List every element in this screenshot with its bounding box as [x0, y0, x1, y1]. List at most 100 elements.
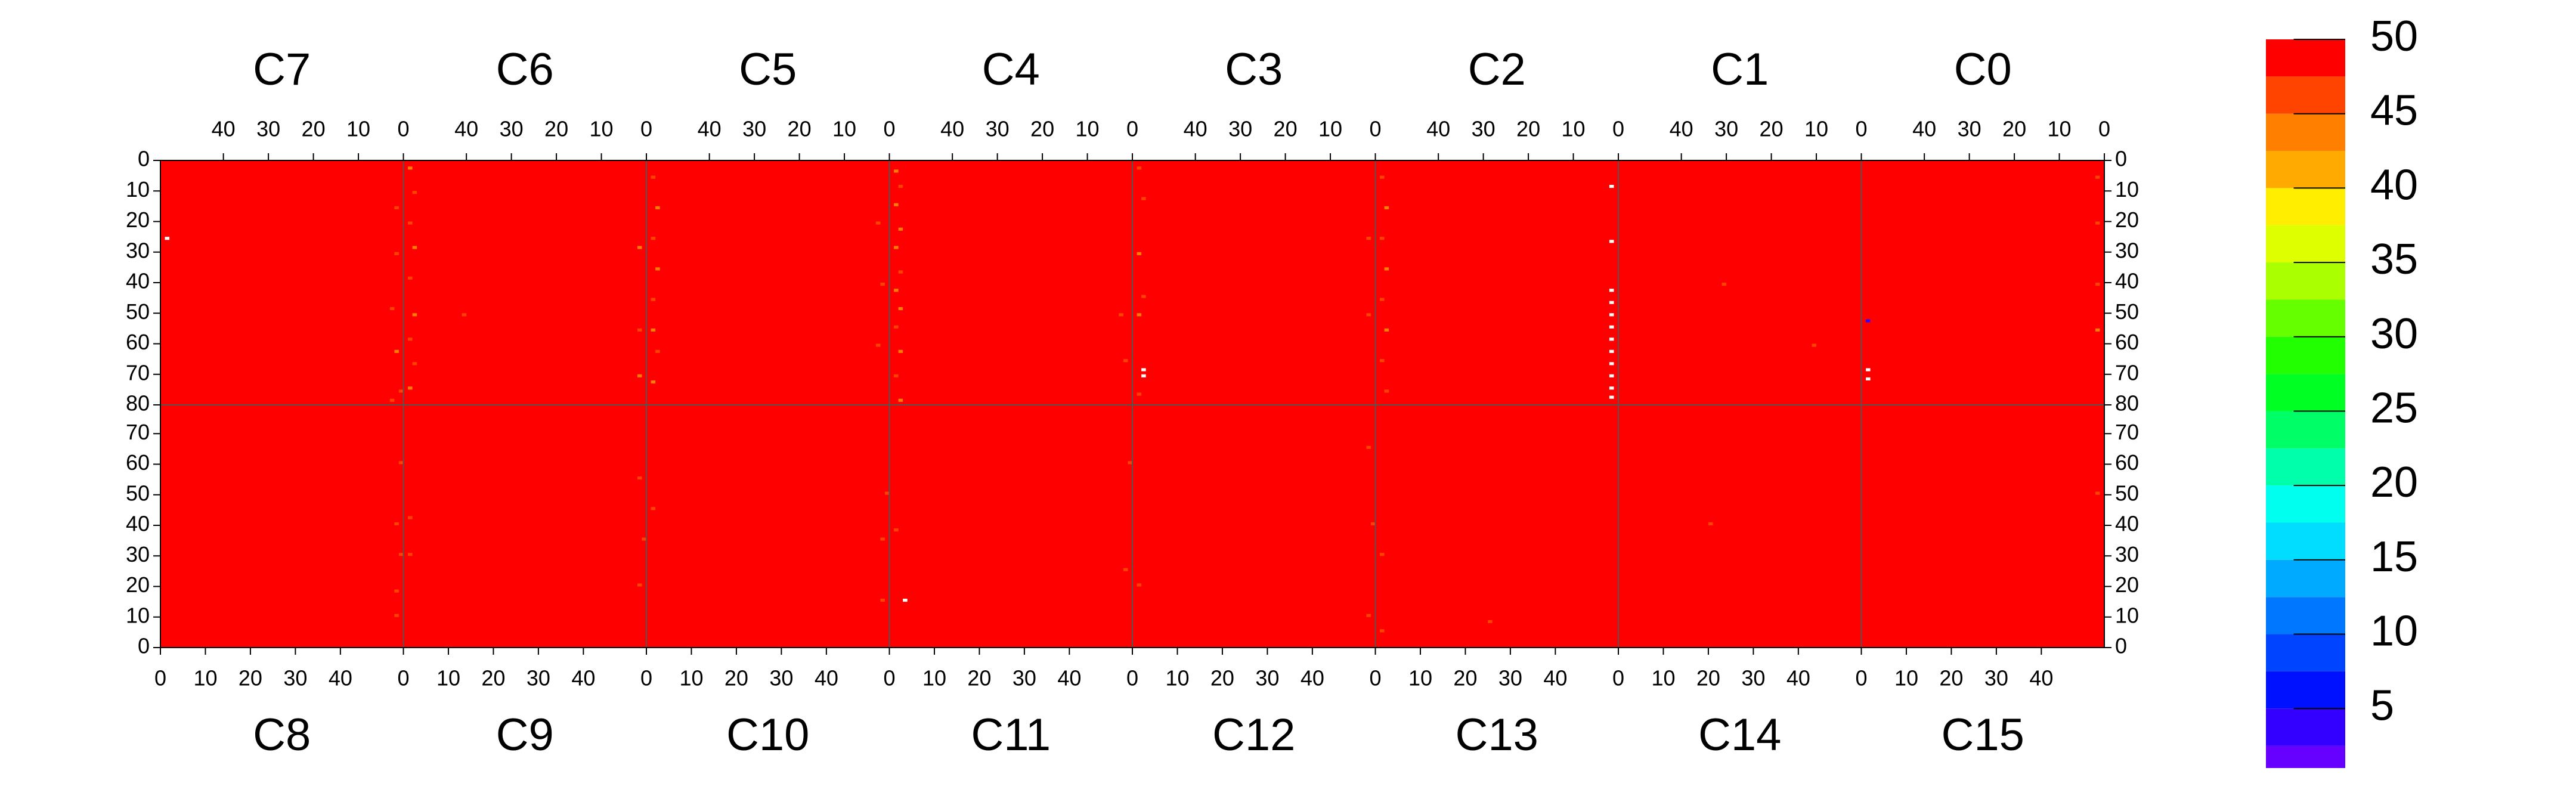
colorbar-band [2266, 559, 2345, 597]
x-tick-label: 10 [1408, 666, 1432, 691]
heat-cell [165, 237, 170, 240]
panel-cell-base [1375, 160, 1618, 405]
x-tick-label: 30 [1013, 666, 1036, 691]
heat-cell [1609, 240, 1614, 243]
x-tick-label: 40 [454, 117, 478, 141]
colorbar-band [2266, 39, 2345, 77]
y-tick-label: 30 [2115, 542, 2139, 566]
x-tick-label: 40 [1426, 117, 1450, 141]
y-tick-label: 30 [126, 542, 150, 566]
chip-label: C3 [1225, 44, 1283, 95]
x-tick-label: 20 [1453, 666, 1477, 691]
colorbar-band [2266, 225, 2345, 263]
heat-cell [2095, 328, 2100, 332]
y-tick-label: 70 [2115, 360, 2139, 385]
colorbar-label: 10 [2370, 608, 2418, 655]
x-tick-label: 40 [571, 666, 595, 691]
heat-cell [394, 589, 399, 593]
x-tick-label: 10 [922, 666, 946, 691]
chip-label: C0 [1954, 44, 2012, 95]
x-tick-label: 10 [590, 117, 614, 141]
heat-cell [412, 191, 417, 194]
heat-cell [1137, 583, 1142, 587]
y-tick-label: 10 [126, 177, 150, 202]
heat-cell [408, 221, 413, 225]
colorbar-band [2266, 151, 2345, 188]
heat-cell [1866, 377, 1871, 380]
y-tick-label: 10 [2115, 603, 2139, 627]
heat-cell [880, 283, 885, 286]
heat-cell [1722, 283, 1727, 286]
x-tick-label: 40 [212, 117, 236, 141]
chip-label: C10 [726, 710, 809, 760]
x-tick-label: 0 [397, 666, 409, 691]
x-tick-label: 10 [436, 666, 460, 691]
heat-cell [2095, 283, 2100, 286]
x-tick-label: 0 [154, 666, 166, 691]
heat-cell [651, 328, 656, 332]
y-tick-label: 50 [2115, 299, 2139, 324]
heat-cell [408, 276, 413, 280]
heat-cell [637, 583, 642, 587]
heat-cell [1609, 301, 1614, 304]
heat-cell [1609, 338, 1614, 341]
y-tick-label: 30 [126, 238, 150, 262]
heat-cell [1609, 349, 1614, 353]
heat-cell [408, 553, 413, 556]
heat-cell [1137, 392, 1142, 396]
heat-cell [1380, 553, 1385, 556]
y-tick-label: 40 [126, 512, 150, 536]
heat-cell [898, 270, 903, 274]
panel-cell-base [889, 405, 1132, 648]
y-tick-label: 70 [126, 360, 150, 385]
y-tick-label: 20 [126, 208, 150, 232]
y-tick-label: 40 [126, 269, 150, 293]
chip-label: C11 [971, 710, 1051, 760]
x-tick-label: 20 [1516, 117, 1540, 141]
y-tick-label: 0 [2115, 147, 2127, 171]
heat-cell [1708, 522, 1713, 525]
x-tick-label: 10 [1804, 117, 1828, 141]
heat-cell [1380, 359, 1385, 363]
x-tick-label: 30 [1958, 117, 1981, 141]
x-tick-label: 10 [1076, 117, 1100, 141]
panel-cell-base [1375, 405, 1618, 648]
heat-cell [1141, 368, 1146, 371]
panel-cell-base [646, 160, 890, 405]
heat-cell [894, 169, 899, 173]
colorbar-band [2266, 597, 2345, 634]
panel-cell-base [403, 405, 646, 648]
heat-cell [398, 461, 404, 465]
colorbar-label: 50 [2370, 13, 2418, 60]
panel-cell-base [1618, 405, 1862, 648]
x-tick-label: 0 [883, 117, 895, 141]
heat-cell [1609, 289, 1614, 292]
heat-cell [412, 362, 417, 366]
y-tick-label: 70 [126, 420, 150, 444]
heat-cell [1380, 175, 1385, 179]
heat-cell [1609, 185, 1614, 188]
heat-cell [1370, 522, 1376, 525]
y-tick-label: 40 [2115, 269, 2139, 293]
heat-cell [898, 307, 903, 311]
colorbar-band [2266, 262, 2345, 300]
x-tick-label: 40 [1057, 666, 1081, 691]
chip-label: C4 [982, 44, 1040, 95]
x-tick-label: 20 [1939, 666, 1963, 691]
heat-cell [1119, 313, 1123, 317]
x-tick-label: 40 [698, 117, 722, 141]
heat-cell [408, 386, 413, 390]
colorbar-band [2266, 522, 2345, 560]
heat-cell [394, 614, 399, 617]
colorbar-label: 5 [2370, 682, 2394, 729]
heat-cell [1488, 620, 1493, 623]
x-tick-label: 20 [302, 117, 326, 141]
heat-cell [1137, 313, 1142, 317]
panel-cell-base [160, 160, 404, 405]
x-tick-label: 0 [1369, 117, 1381, 141]
heat-cell [880, 537, 885, 541]
colorbar-label: 30 [2370, 310, 2418, 358]
x-tick-label: 30 [1228, 117, 1252, 141]
colorbar-label: 35 [2370, 236, 2418, 283]
colorbar-label: 20 [2370, 459, 2418, 506]
